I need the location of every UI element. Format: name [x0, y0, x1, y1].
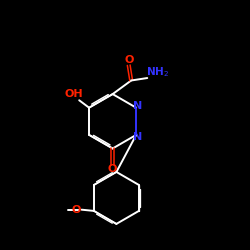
Text: O: O — [108, 164, 117, 174]
Text: N: N — [133, 101, 142, 111]
Text: N: N — [133, 132, 142, 142]
Text: O: O — [72, 205, 81, 215]
Text: O: O — [124, 55, 134, 65]
Text: OH: OH — [65, 89, 84, 99]
Text: NH$_2$: NH$_2$ — [146, 66, 169, 80]
